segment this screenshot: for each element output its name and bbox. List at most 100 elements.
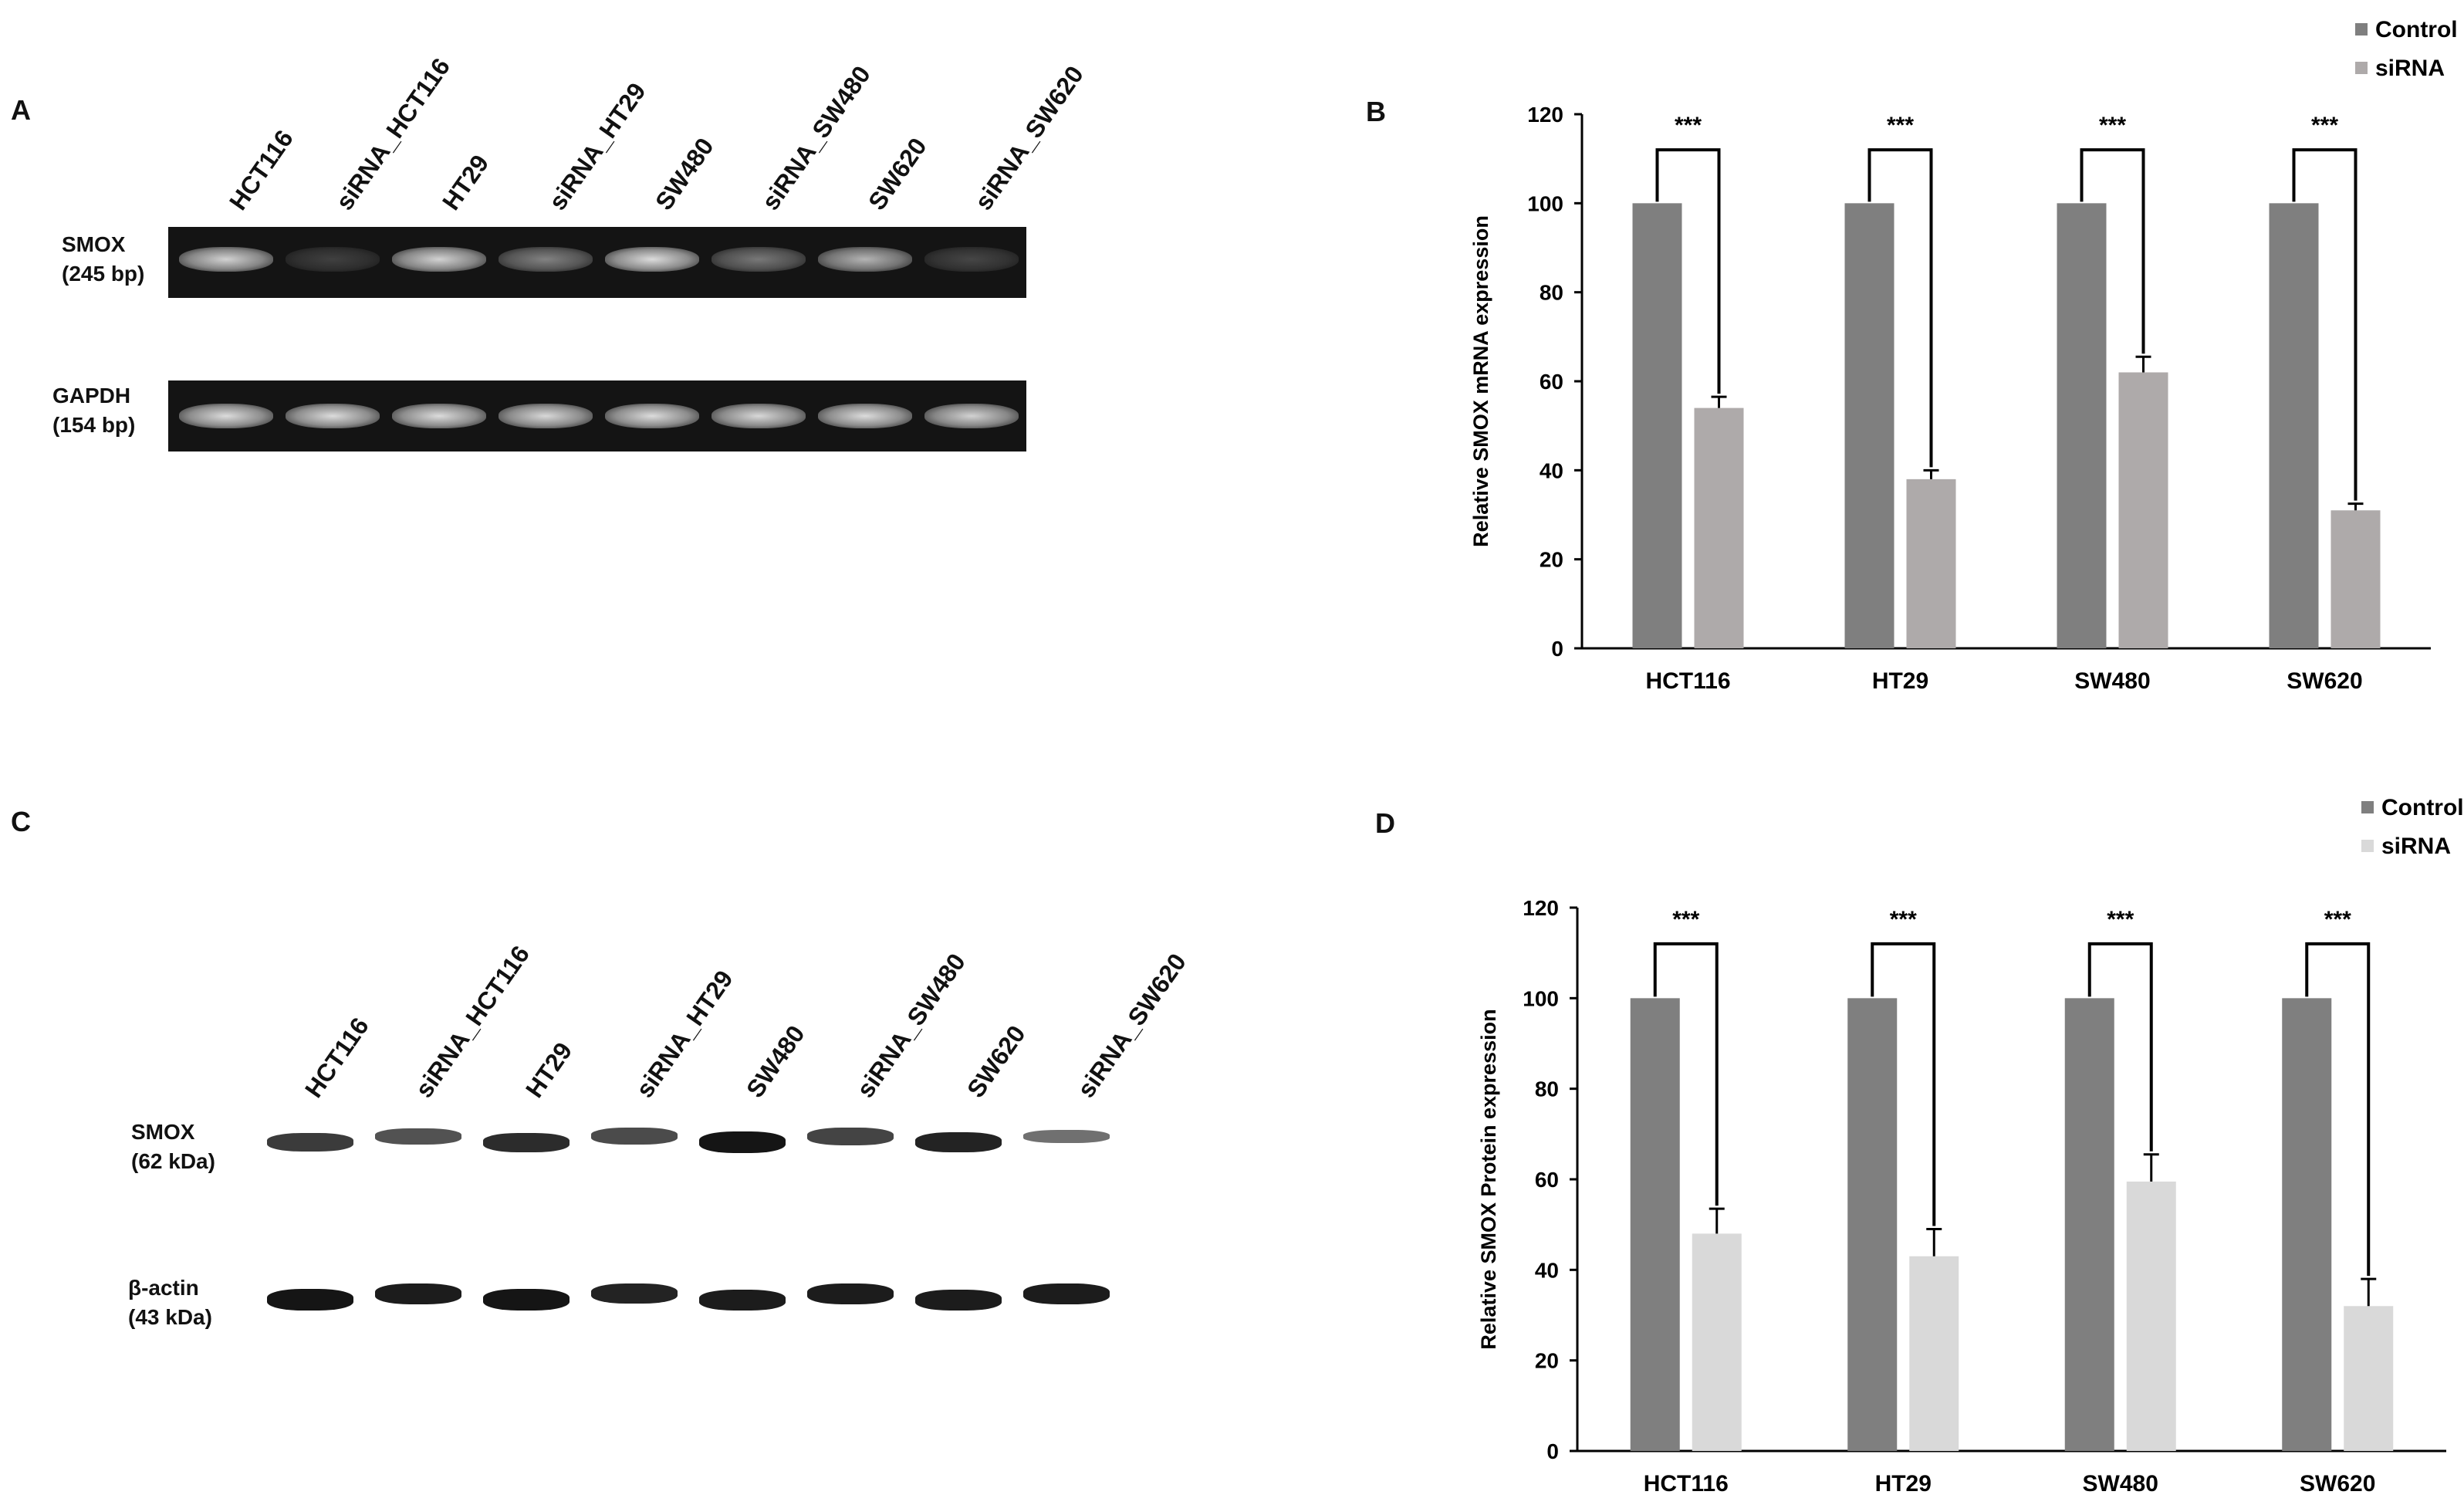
legend-swatch-control [2361, 801, 2374, 813]
blot-band [591, 1283, 678, 1304]
lane-label-sirna-sw620: siRNA_SW620 [969, 60, 1089, 215]
x-tick-label-ht29: HT29 [1875, 1471, 1932, 1497]
gapdh-gene-label: GAPDH [52, 384, 131, 408]
significance-bracket [2080, 148, 2145, 354]
significance-bracket [2292, 148, 2358, 501]
lane-label-sw620: SW620 [962, 1020, 1031, 1103]
lane-label-sirna-ht29: siRNA_HT29 [630, 965, 739, 1103]
lane-label-sirna-hct116: siRNA_HCT116 [410, 940, 536, 1103]
lane-label-ht29: HT29 [520, 1037, 578, 1103]
lane-label-sirna-hct116: siRNA_HCT116 [330, 52, 456, 215]
smox-protein-label: SMOX [131, 1120, 195, 1144]
gel-band [286, 247, 380, 272]
significance-label: *** [1675, 113, 1702, 138]
western-blot-image [247, 1104, 1127, 1335]
significance-label: *** [2311, 113, 2338, 138]
gel-band [179, 404, 273, 428]
x-tick-label-ht29: HT29 [1872, 668, 1928, 694]
legend-swatch-sirna [2361, 840, 2374, 852]
bar-sirna-hct116 [1692, 1233, 1742, 1451]
panel-d-letter: D [1375, 807, 1395, 839]
gel-band [924, 404, 1019, 428]
blot-band [483, 1132, 570, 1152]
y-tick-label: 60 [1540, 370, 1563, 394]
bar-sirna-ht29 [1906, 479, 1956, 648]
legend-swatch-sirna [2355, 62, 2368, 74]
gel-band [392, 404, 486, 428]
gel-band [286, 404, 380, 428]
bar-control-sw480 [2064, 998, 2114, 1451]
bar-control-sw620 [2282, 998, 2332, 1451]
actin-protein-label: β-actin [128, 1276, 199, 1300]
panel-a-row-label-gapdh: GAPDH (154 bp) [52, 381, 135, 440]
blot-band [807, 1127, 894, 1145]
gel-band [711, 404, 806, 428]
gel-band [818, 404, 912, 428]
gel-band [179, 247, 273, 272]
lane-label-sirna-sw480: siRNA_SW480 [756, 60, 876, 215]
significance-label: *** [1887, 113, 1914, 138]
blot-band [267, 1289, 353, 1311]
lane-label-hct116: HCT116 [224, 124, 299, 215]
blot-band [915, 1132, 1002, 1152]
blot-band [483, 1289, 570, 1311]
bar-sirna-sw620 [2344, 1306, 2394, 1451]
gel-band [711, 247, 806, 272]
bar-control-hct116 [1632, 203, 1682, 648]
significance-bracket [2305, 942, 2371, 1277]
panel-a-row-label-smox: SMOX (245 bp) [62, 230, 144, 289]
y-tick-label: 80 [1535, 1077, 1559, 1101]
x-tick-label-sw620: SW620 [2300, 1471, 2375, 1497]
lane-label-sirna-ht29: siRNA_HT29 [543, 77, 651, 215]
smox-kda-label: (62 kDa) [131, 1149, 215, 1173]
blot-band [807, 1283, 894, 1304]
lane-label-sw620: SW620 [863, 133, 932, 215]
blot-band [375, 1283, 461, 1304]
legend-label-control: Control [2381, 795, 2464, 820]
lane-label-ht29: HT29 [437, 149, 495, 215]
legend-label-sirna: siRNA [2375, 56, 2445, 81]
blot-band [1023, 1129, 1110, 1143]
legend-label-control: Control [2375, 17, 2458, 42]
significance-bracket [1867, 148, 1933, 468]
bar-control-hct116 [1630, 998, 1680, 1451]
smox-size-label: (245 bp) [62, 262, 145, 286]
gel-band [499, 247, 593, 272]
smox-gene-label: SMOX [62, 232, 126, 256]
significance-bracket [1871, 942, 1936, 1226]
bar-sirna-sw480 [2126, 1181, 2176, 1451]
y-tick-label: 60 [1535, 1168, 1559, 1192]
y-tick-label: 120 [1527, 103, 1563, 127]
y-tick-label: 40 [1535, 1258, 1559, 1282]
blot-band [591, 1128, 678, 1145]
lane-label-hct116: HCT116 [299, 1012, 374, 1103]
bar-sirna-hct116 [1694, 408, 1744, 648]
lane-label-sirna-sw480: siRNA_SW480 [851, 948, 971, 1103]
blot-band [699, 1289, 786, 1311]
y-tick-label: 100 [1523, 986, 1559, 1010]
blot-band [1023, 1283, 1110, 1304]
gel-band [605, 404, 699, 428]
y-tick-label: 0 [1551, 637, 1563, 661]
panel-c-letter: C [11, 806, 31, 837]
bar-control-sw480 [2057, 203, 2107, 648]
legend-swatch-control [2355, 23, 2368, 36]
significance-label: *** [1672, 907, 1699, 932]
y-tick-label: 40 [1540, 458, 1563, 482]
significance-label: *** [2107, 907, 2134, 932]
panel-c-row-label-actin: β-actin (43 kDa) [128, 1273, 212, 1332]
blot-band [267, 1133, 353, 1152]
panel-b-mrna-bar-chart: 0 20 40 60 80 100 120 Relative SMOX mRNA expres… [1469, 17, 2458, 694]
bar-sirna-ht29 [1909, 1256, 1959, 1451]
blot-band [915, 1289, 1002, 1311]
smox-gel-image [168, 227, 1026, 298]
significance-bracket [1653, 942, 1719, 1206]
lane-label-sw480: SW480 [741, 1020, 810, 1103]
x-tick-label-sw480: SW480 [2083, 1471, 2158, 1497]
blot-band [699, 1131, 786, 1153]
gel-band [499, 404, 593, 428]
lane-label-sirna-sw620: siRNA_SW620 [1072, 948, 1191, 1103]
panel-c-row-label-smox: SMOX (62 kDa) [131, 1118, 215, 1176]
bar-control-ht29 [1847, 998, 1898, 1451]
actin-kda-label: (43 kDa) [128, 1305, 212, 1329]
